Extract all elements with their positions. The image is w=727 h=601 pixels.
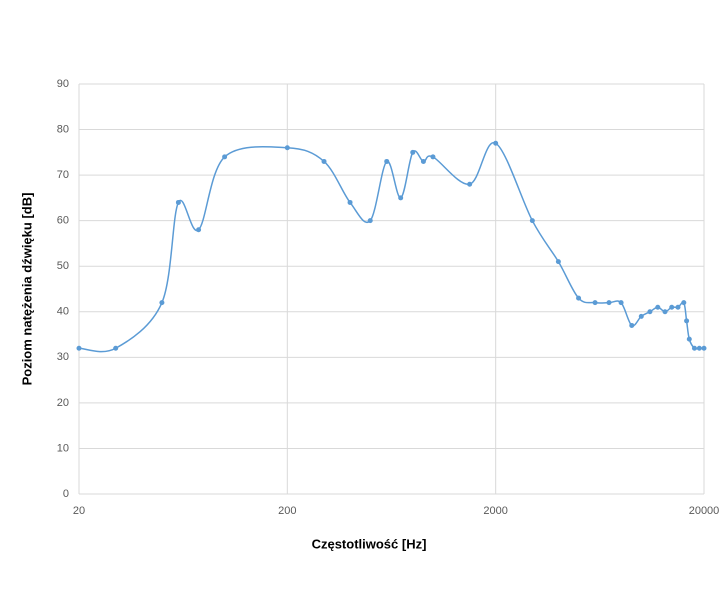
data-point (384, 158, 390, 164)
data-point (592, 300, 598, 306)
x-axis-title: Częstotliwość [Hz] (312, 536, 427, 551)
y-tick-label: 30 (57, 351, 69, 363)
y-tick-label: 90 (57, 78, 69, 90)
data-point (662, 309, 668, 315)
data-point (113, 345, 119, 351)
y-tick-label: 0 (63, 488, 69, 500)
data-point (175, 199, 181, 205)
y-tick-label: 80 (57, 123, 69, 135)
data-point (159, 300, 165, 306)
data-point (606, 300, 612, 306)
data-point (669, 304, 675, 310)
data-point (691, 345, 697, 351)
data-point (430, 154, 436, 160)
data-point (647, 309, 653, 315)
data-point (467, 181, 473, 187)
data-point (629, 322, 635, 328)
y-tick-label: 40 (57, 306, 69, 318)
y-tick-label: 50 (57, 260, 69, 272)
data-point (681, 300, 687, 306)
data-point (618, 300, 624, 306)
x-tick-label: 2000 (483, 505, 507, 517)
data-point (576, 295, 582, 301)
x-tick-label: 20000 (689, 505, 720, 517)
data-point (638, 313, 644, 319)
y-tick-label: 10 (57, 442, 69, 454)
data-point (684, 318, 690, 324)
data-line (78, 142, 704, 353)
data-point (410, 149, 416, 155)
data-point (321, 158, 327, 164)
data-point (367, 218, 373, 224)
x-tick-label: 20 (73, 505, 85, 517)
data-point (655, 304, 661, 310)
data-point (555, 259, 561, 265)
y-tick-label: 60 (57, 215, 69, 227)
data-point (529, 218, 535, 224)
data-point (76, 345, 82, 351)
y-axis-title: Poziom natężenia dźwięku [dB] (19, 193, 34, 386)
y-tick-label: 20 (57, 397, 69, 409)
data-point (284, 145, 290, 151)
data-point (398, 195, 404, 201)
data-point (347, 199, 353, 205)
x-tick-label: 200 (278, 505, 296, 517)
data-point (420, 158, 426, 164)
data-point (196, 227, 202, 233)
data-point (222, 154, 228, 160)
y-tick-label: 70 (57, 169, 69, 181)
data-point (686, 336, 692, 342)
data-point (493, 140, 499, 146)
data-point (696, 345, 702, 351)
data-point (701, 345, 707, 351)
data-point (675, 304, 681, 310)
